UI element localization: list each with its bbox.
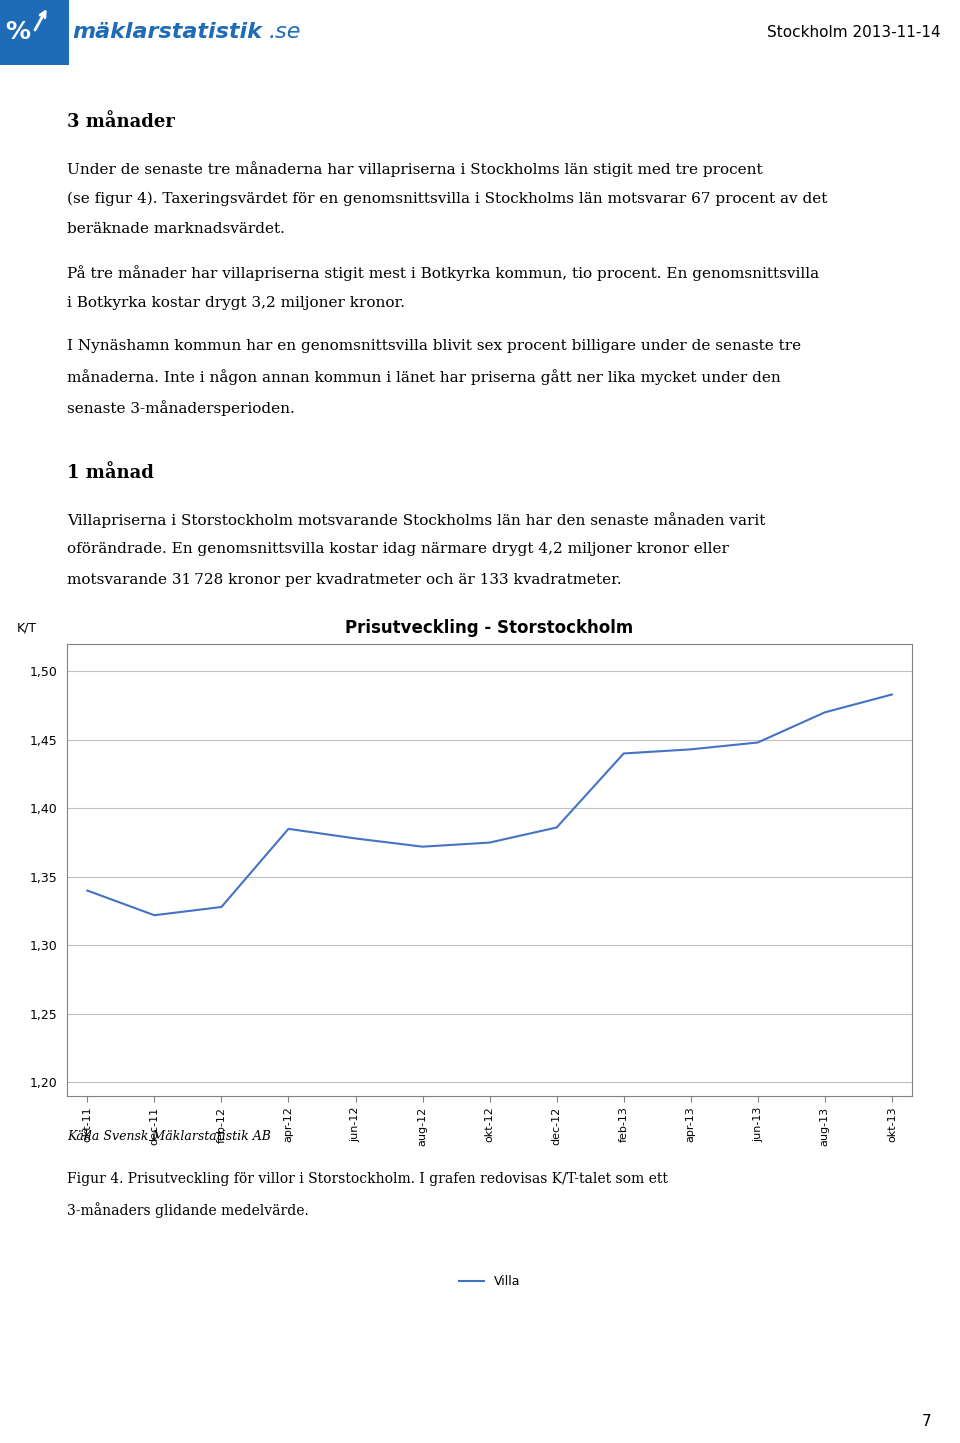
Text: %: % — [5, 20, 30, 45]
Text: I Nynäshamn kommun har en genomsnittsvilla blivit sex procent billigare under de: I Nynäshamn kommun har en genomsnittsvil… — [67, 339, 802, 354]
Text: 7: 7 — [922, 1414, 931, 1429]
Legend: Villa: Villa — [454, 1270, 525, 1293]
Title: Prisutveckling - Storstockholm: Prisutveckling - Storstockholm — [346, 619, 634, 636]
Text: 3 månader: 3 månader — [67, 114, 175, 131]
Text: månaderna. Inte i någon annan kommun i länet har priserna gått ner lika mycket u: månaderna. Inte i någon annan kommun i l… — [67, 369, 780, 385]
Text: Under de senaste tre månaderna har villapriserna i Stockholms län stigit med tre: Under de senaste tre månaderna har villa… — [67, 162, 763, 177]
Text: 3-månaders glidande medelvärde.: 3-månaders glidande medelvärde. — [67, 1202, 309, 1218]
Text: motsvarande 31 728 kronor per kvadratmeter och är 133 kvadratmeter.: motsvarande 31 728 kronor per kvadratmet… — [67, 573, 622, 586]
Text: (se figur 4). Taxeringsvärdet för en genomsnittsvilla i Stockholms län motsvarar: (se figur 4). Taxeringsvärdet för en gen… — [67, 192, 828, 206]
Text: På tre månader har villapriserna stigit mest i Botkyrka kommun, tio procent. En : På tre månader har villapriserna stigit … — [67, 266, 819, 281]
Text: beräknade marknadsvärdet.: beräknade marknadsvärdet. — [67, 222, 285, 235]
Text: 1 månad: 1 månad — [67, 465, 154, 482]
Text: senaste 3-månadersperioden.: senaste 3-månadersperioden. — [67, 400, 295, 416]
Text: Källa Svensk Mäklarstatistik AB: Källa Svensk Mäklarstatistik AB — [67, 1130, 271, 1143]
Text: K/T: K/T — [16, 620, 36, 633]
Text: Stockholm 2013-11-14: Stockholm 2013-11-14 — [767, 25, 941, 40]
Text: i Botkyrka kostar drygt 3,2 miljoner kronor.: i Botkyrka kostar drygt 3,2 miljoner kro… — [67, 296, 405, 310]
Text: mäklarstatistik: mäklarstatistik — [72, 23, 262, 42]
Text: .se: .se — [269, 23, 301, 42]
Bar — [0, 0, 69, 65]
Text: Villapriserna i Storstockholm motsvarande Stockholms län har den senaste månaden: Villapriserna i Storstockholm motsvarand… — [67, 512, 765, 528]
Text: Figur 4. Prisutveckling för villor i Storstockholm. I grafen redovisas K/T-talet: Figur 4. Prisutveckling för villor i Sto… — [67, 1172, 668, 1186]
Text: oförändrade. En genomsnittsvilla kostar idag närmare drygt 4,2 miljoner kronor e: oförändrade. En genomsnittsvilla kostar … — [67, 543, 729, 557]
